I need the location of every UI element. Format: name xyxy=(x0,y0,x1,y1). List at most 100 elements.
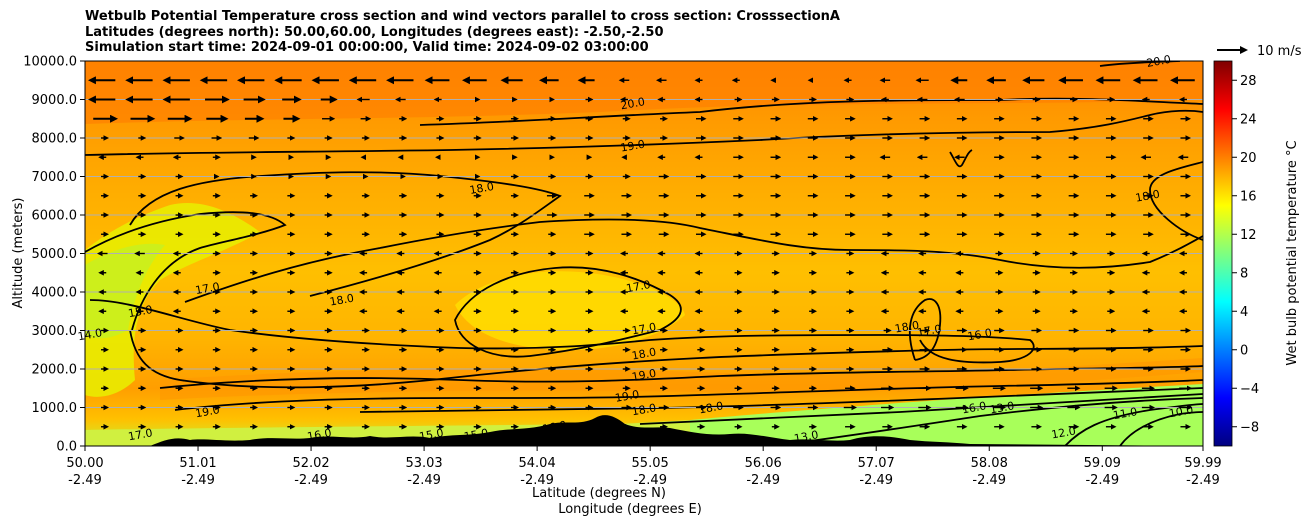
x-tick-label-lon: -2.49 xyxy=(294,473,328,488)
x-tick-label-lon: -2.49 xyxy=(520,473,554,488)
wind-vectors xyxy=(87,76,1195,430)
contour-label: 13.0 xyxy=(793,428,819,445)
y-tick-label: 5000.0 xyxy=(32,247,78,262)
colorbar-ticks: −8 −4 0 4 8 12 16 20 24 28 xyxy=(1232,74,1259,435)
x-tick-label-lon: -2.49 xyxy=(633,473,667,488)
colorbar-label: Wet bulb potential temperature °C xyxy=(1285,140,1300,365)
contour-16-low xyxy=(639,393,1203,425)
y-tick-label: 8000.0 xyxy=(32,132,78,147)
x-tick-label-lat: 59.99 xyxy=(1184,456,1221,471)
contour-label: 20.0 xyxy=(1146,53,1172,70)
cold-core-west xyxy=(85,243,165,339)
x-tick-label-lat: 55.05 xyxy=(632,456,669,471)
x-tick-label-lon: -2.49 xyxy=(1085,473,1119,488)
x-tick-label-lon: -2.49 xyxy=(181,473,215,488)
colorbar xyxy=(1213,60,1233,447)
contour-label: 18.0 xyxy=(631,345,657,362)
contour-label: 18.0 xyxy=(698,399,724,416)
x-tick-label-lon: -2.49 xyxy=(68,473,102,488)
title-line-2: Latitudes (degrees north): 50.00,60.00, … xyxy=(85,24,664,40)
colorbar-tick-label: 20 xyxy=(1240,151,1257,166)
colorbar-tick-label: 4 xyxy=(1240,305,1248,320)
contour-18-upper xyxy=(85,211,287,331)
contour-label: 19.0 xyxy=(620,138,646,155)
x-tick-label-lat: 53.03 xyxy=(405,456,442,471)
y-tick-label: 6000.0 xyxy=(32,209,78,224)
x-tick-label-lat: 56.06 xyxy=(745,456,782,471)
contour-label: 15.0 xyxy=(418,426,444,443)
contour-17-core xyxy=(454,266,682,358)
x-tick-label-lat: 59.09 xyxy=(1084,456,1121,471)
colorbar-tick-label: 8 xyxy=(1240,266,1248,281)
contour-18-lower xyxy=(129,329,1203,389)
x-axis-label-lat: Latitude (degrees N) xyxy=(532,486,666,501)
x-tick-label-lon: -2.49 xyxy=(407,473,441,488)
contour-19-upper xyxy=(85,109,1203,156)
contour-13-low xyxy=(779,397,1203,446)
contour-label: 18.0 xyxy=(468,180,494,197)
contour-19-low-2 xyxy=(174,379,1203,411)
y-tick-label: 7000.0 xyxy=(32,170,78,185)
y-tick-label: 9000.0 xyxy=(32,93,78,108)
contour-label: 13.0 xyxy=(989,399,1015,416)
contour-label: 19.0 xyxy=(194,403,220,420)
colorbar-tick-label: 24 xyxy=(1240,112,1257,127)
contour-label: 20.0 xyxy=(620,95,646,112)
contour-label: 12.0 xyxy=(1050,424,1076,441)
x-axis-label-lon: Longitude (degrees E) xyxy=(558,502,702,517)
contour-18-low-3 xyxy=(359,387,1203,413)
x-axis: 50.00 -2.49 51.01 -2.49 52.02 -2.49 53.03 -2.49… xyxy=(66,446,1222,488)
contour-label: 17.0 xyxy=(625,278,651,295)
y-tick-label: 3000.0 xyxy=(32,324,78,339)
contour-label: 18.0 xyxy=(329,292,355,309)
x-tick-label-lon: -2.49 xyxy=(1186,473,1220,488)
contour-label: 18.0 xyxy=(631,401,657,418)
x-tick-label-lat: 57.07 xyxy=(858,456,895,471)
x-tick-label-lon: -2.49 xyxy=(859,473,893,488)
warm-band-low xyxy=(160,358,1203,400)
contour-label: 15.0 xyxy=(463,426,489,443)
terrain xyxy=(85,415,1203,446)
y-tick-label: 4000.0 xyxy=(32,286,78,301)
contour-label: 16.0 xyxy=(961,399,987,416)
x-tick-label-lat: 54.04 xyxy=(519,456,556,471)
contour-local-east xyxy=(908,298,942,361)
title-line-3: Simulation start time: 2024-09-01 00:00:… xyxy=(85,40,649,55)
contour-label: 17.0 xyxy=(631,320,657,337)
contour-18-right xyxy=(1149,161,1203,241)
y-axis: 0.0 1000.0 2000.0 3000.0 4000.0 5000.0 6000.0 7… xyxy=(23,55,85,455)
x-tick-label-lon: -2.49 xyxy=(746,473,780,488)
contour-labels: 20.019.018.0 18.017.017.018.015.014.0 17.0… xyxy=(77,53,1195,445)
y-axis-label: Altitude (meters) xyxy=(11,198,26,309)
contour-label: 19.0 xyxy=(614,388,640,405)
contour-19-wiggle xyxy=(949,149,973,168)
colorbar-tick-label: −4 xyxy=(1240,382,1259,397)
x-tick-label-lat: 51.01 xyxy=(179,456,216,471)
y-tick-label: 10000.0 xyxy=(23,55,77,70)
contour-label: 11.0 xyxy=(1112,405,1138,422)
contour-17-low xyxy=(89,299,1035,364)
x-tick-label-lat: 58.08 xyxy=(971,456,1008,471)
y-tick-label: 2000.0 xyxy=(32,363,78,378)
contour-18-upper-long xyxy=(129,171,562,297)
contour-label: 16.0 xyxy=(541,419,567,436)
contour-11-low xyxy=(1119,411,1203,446)
title-line-1: Wetbulb Potential Temperature cross sect… xyxy=(85,9,840,24)
colorbar-tick-label: 28 xyxy=(1240,74,1257,89)
x-tick-label-lon: -2.49 xyxy=(972,473,1006,488)
quiver-key-label: 10 m/s xyxy=(1257,44,1302,59)
contour-label: 15.0 xyxy=(127,303,153,320)
contour-label: 18.0 xyxy=(894,319,920,336)
y-tick-label: 0.0 xyxy=(56,440,77,455)
contour-label: 10.0 xyxy=(1168,403,1194,420)
contour-label: 17.0 xyxy=(194,280,220,297)
y-tick-label: 1000.0 xyxy=(32,401,78,416)
contour-label: 19.0 xyxy=(631,367,657,384)
colorbar-tick-label: −8 xyxy=(1240,420,1259,435)
colorbar-tick-label: 0 xyxy=(1240,343,1248,358)
contour-label: 17.0 xyxy=(127,426,153,443)
colorbar-tick-label: 16 xyxy=(1240,189,1257,204)
warm-top xyxy=(85,61,1203,124)
green-surface-east xyxy=(690,384,1203,446)
